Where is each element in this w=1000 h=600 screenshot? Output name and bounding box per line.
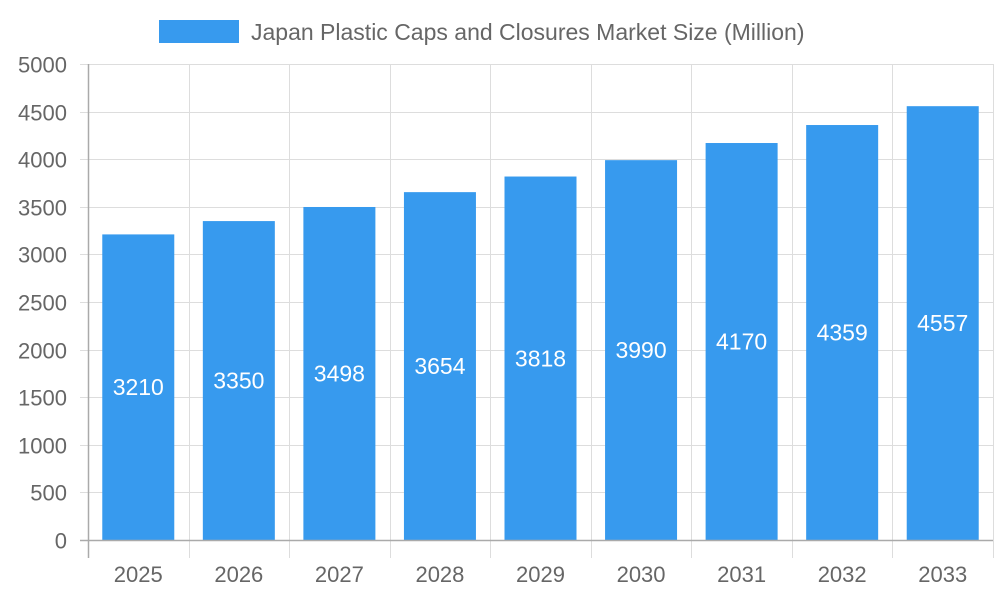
bar-2029 bbox=[504, 176, 577, 540]
y-tick-label: 500 bbox=[30, 481, 67, 506]
y-tick-label: 2000 bbox=[18, 339, 67, 364]
legend-label: Japan Plastic Caps and Closures Market S… bbox=[251, 19, 805, 45]
x-tick-label: 2032 bbox=[818, 562, 867, 587]
bar-2028 bbox=[403, 192, 476, 540]
y-tick-label: 1000 bbox=[18, 434, 67, 459]
y-tick-label: 2500 bbox=[18, 291, 67, 316]
bar-2033 bbox=[906, 106, 979, 541]
bar-2032 bbox=[806, 125, 879, 541]
data-label: 3210 bbox=[113, 374, 164, 400]
x-tick-label: 2025 bbox=[114, 562, 163, 587]
data-label: 3990 bbox=[615, 337, 666, 363]
x-tick-label: 2031 bbox=[717, 562, 766, 587]
x-tick-label: 2029 bbox=[516, 562, 565, 587]
x-tick-label: 2026 bbox=[214, 562, 263, 587]
x-tick-label: 2028 bbox=[415, 562, 464, 587]
y-tick-label: 3000 bbox=[18, 243, 67, 268]
legend[interactable]: Japan Plastic Caps and Closures Market S… bbox=[159, 19, 805, 45]
bar-2030 bbox=[605, 160, 678, 541]
y-tick-label: 5000 bbox=[18, 53, 67, 78]
data-label: 3350 bbox=[213, 368, 264, 394]
data-label: 3654 bbox=[414, 353, 465, 379]
bar-2025 bbox=[102, 234, 175, 540]
data-label: 4359 bbox=[817, 320, 868, 346]
y-tick-label: 1500 bbox=[18, 386, 67, 411]
x-tick-label: 2033 bbox=[918, 562, 967, 587]
bar-2031 bbox=[705, 143, 778, 541]
y-tick-label: 4500 bbox=[18, 101, 67, 126]
data-label: 3818 bbox=[515, 345, 566, 371]
axes: 0 500 1000 1500 2000 2500 3000 3500 4000 4500 5000… bbox=[18, 53, 993, 587]
y-tick-label: 3500 bbox=[18, 196, 67, 221]
data-label: 4170 bbox=[716, 329, 767, 355]
bar-2026 bbox=[202, 221, 275, 540]
bars: 3210 3350 3498 3654 3818 3990 4170 4359 4557 bbox=[102, 106, 979, 541]
x-tick-label: 2027 bbox=[315, 562, 364, 587]
data-label: 4557 bbox=[917, 310, 968, 336]
x-tick-label: 2030 bbox=[617, 562, 666, 587]
y-tick-label: 4000 bbox=[18, 148, 67, 173]
bar-2027 bbox=[303, 206, 376, 540]
y-tick-label: 0 bbox=[55, 529, 67, 554]
data-label: 3498 bbox=[314, 360, 365, 386]
legend-swatch bbox=[159, 20, 239, 43]
